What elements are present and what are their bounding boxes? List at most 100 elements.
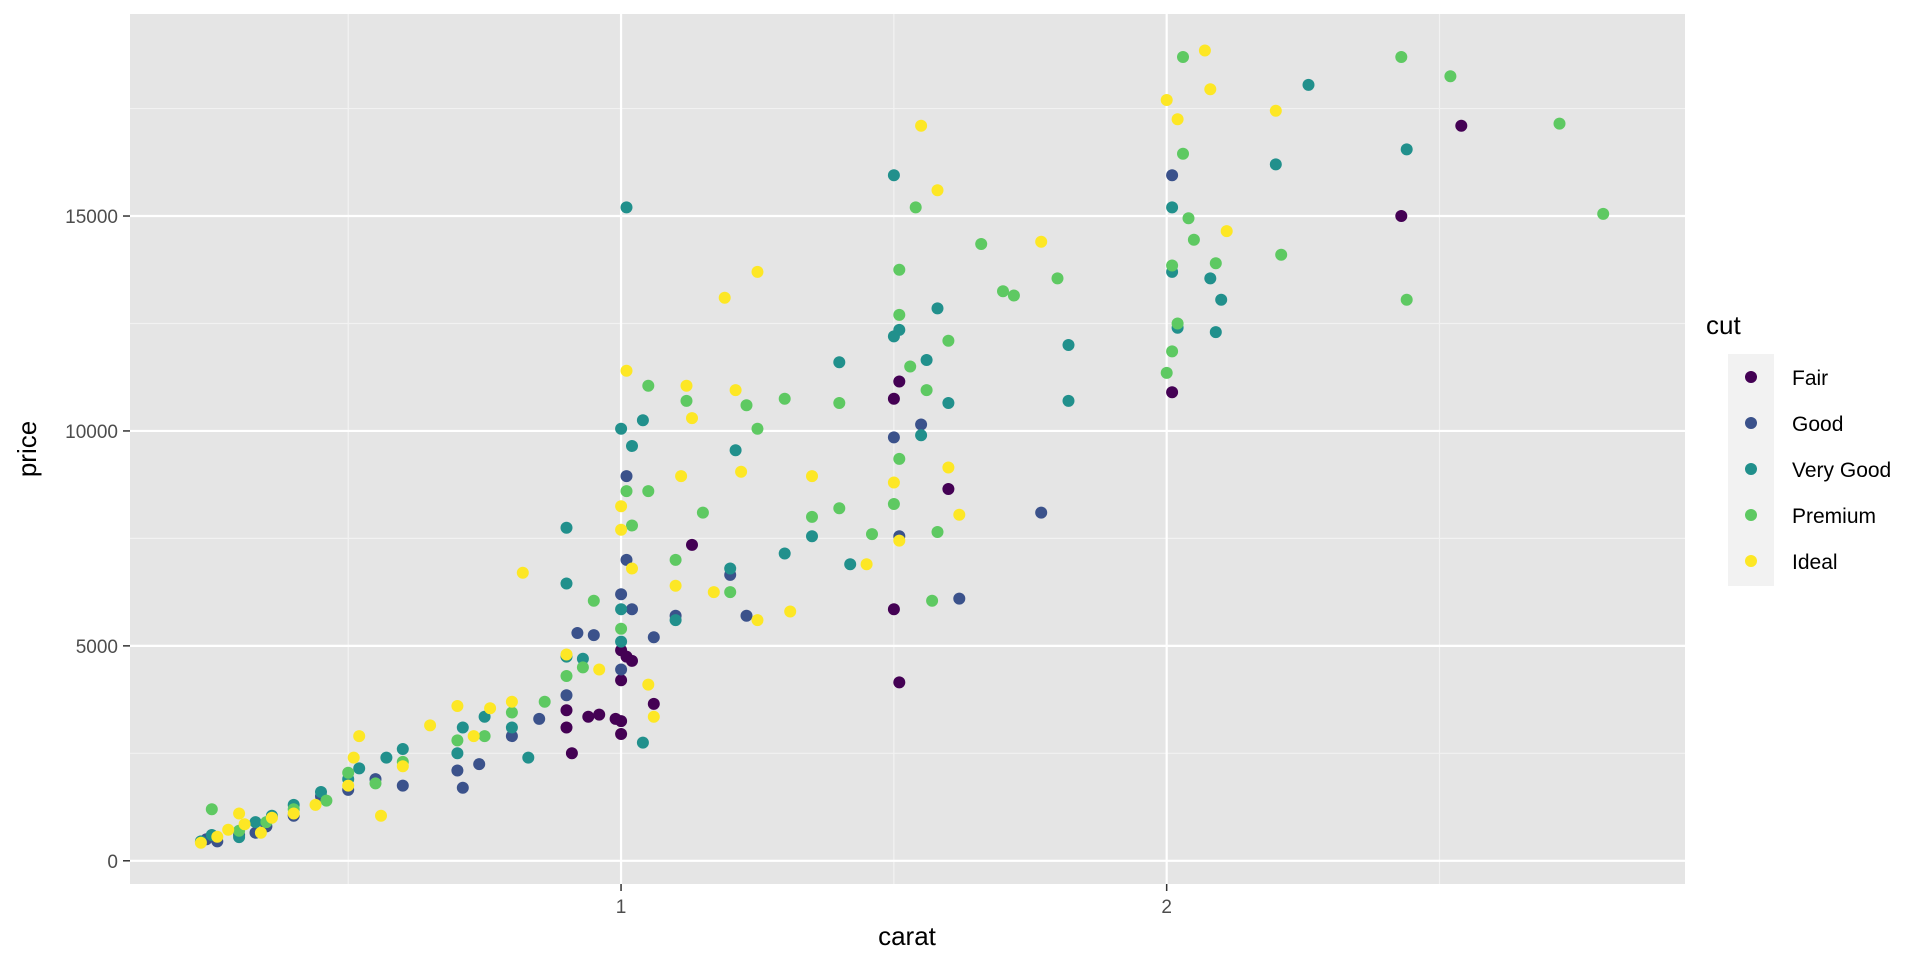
point-premium [1400, 293, 1413, 306]
point-ideal [238, 818, 251, 831]
point-fair [615, 715, 628, 728]
point-very-good [915, 429, 928, 442]
point-very-good [887, 169, 900, 182]
point-premium [560, 670, 573, 682]
point-very-good [576, 652, 589, 665]
point-good [473, 758, 486, 771]
point-fair [647, 697, 660, 710]
point-fair [1395, 210, 1408, 222]
point-very-good [833, 356, 846, 369]
point-ideal [806, 470, 818, 483]
point-ideal [1269, 104, 1282, 117]
point-premium [1275, 248, 1288, 261]
legend-label-ideal: Ideal [1792, 551, 1838, 574]
point-premium [751, 422, 764, 435]
point-ideal [686, 412, 698, 425]
point-premium [620, 485, 633, 498]
legend-title: cut [1706, 310, 1741, 340]
x-tick-label: 2 [1161, 897, 1172, 918]
point-ideal [593, 663, 606, 676]
point-ideal [735, 465, 748, 478]
point-fair [615, 728, 628, 740]
point-ideal [211, 830, 224, 843]
point-ideal [626, 562, 638, 575]
point-premium [451, 734, 464, 747]
point-premium [1444, 70, 1457, 83]
point-very-good [615, 635, 628, 648]
point-premium [696, 506, 709, 519]
point-good [953, 592, 966, 605]
point-very-good [636, 414, 649, 427]
point-ideal [751, 614, 764, 627]
point-very-good [380, 751, 393, 764]
legend-label-premium: Premium [1792, 505, 1876, 528]
point-good [587, 629, 600, 642]
point-premium [740, 399, 753, 412]
point-good [396, 779, 409, 792]
point-premium [866, 528, 878, 541]
point-premium [642, 379, 655, 392]
point-ideal [451, 700, 464, 712]
point-fair [1166, 386, 1179, 399]
point-ideal [751, 265, 764, 278]
point-ideal [467, 730, 480, 743]
point-very-good [844, 558, 857, 571]
point-good [1035, 506, 1048, 519]
point-good [915, 418, 928, 431]
point-very-good [1302, 78, 1315, 91]
point-very-good [396, 743, 409, 755]
point-premium [205, 803, 218, 816]
point-premium [997, 285, 1009, 298]
y-axis-title: price [12, 421, 42, 477]
point-ideal [1160, 94, 1173, 106]
point-ideal [233, 807, 246, 820]
point-good [887, 431, 900, 444]
legend-key-very-good [1745, 463, 1757, 475]
point-premium [909, 201, 922, 214]
point-premium [1177, 147, 1189, 160]
point-ideal [347, 751, 360, 764]
legend-key-fair [1745, 371, 1757, 383]
point-very-good [315, 786, 327, 798]
point-premium [833, 397, 846, 409]
point-ideal [615, 523, 628, 536]
point-premium [587, 594, 600, 607]
point-good [571, 627, 584, 639]
point-premium [893, 263, 906, 276]
point-premium [920, 384, 933, 397]
point-fair [1455, 119, 1468, 132]
point-ideal [222, 823, 235, 836]
point-good [620, 470, 633, 483]
point-very-good [456, 721, 469, 734]
point-premium [1187, 233, 1200, 246]
y-tick-label: 0 [107, 852, 118, 873]
point-ideal [424, 719, 437, 732]
point-premium [887, 498, 900, 510]
point-very-good [620, 201, 633, 214]
point-premium [1395, 51, 1408, 63]
point-very-good [478, 710, 491, 723]
point-good [456, 781, 469, 794]
point-fair [893, 375, 906, 388]
point-premium [1166, 259, 1179, 272]
point-ideal [516, 566, 529, 579]
data-points [194, 44, 1610, 849]
point-ideal [560, 648, 573, 661]
point-ideal [642, 678, 655, 691]
point-premium [626, 519, 638, 532]
point-premium [680, 394, 693, 407]
point-very-good [626, 440, 638, 452]
point-premium [1182, 212, 1195, 225]
point-premium [724, 586, 737, 599]
point-ideal [254, 826, 267, 839]
point-good [620, 553, 633, 566]
point-ideal [784, 605, 797, 618]
point-ideal [860, 558, 873, 571]
point-fair [686, 538, 698, 551]
point-very-good [1062, 339, 1075, 351]
legend: cut Fair Good Very Good Premium Ideal [1706, 310, 1891, 586]
point-premium [320, 794, 333, 807]
point-premium [904, 360, 917, 373]
point-very-good [560, 577, 573, 590]
